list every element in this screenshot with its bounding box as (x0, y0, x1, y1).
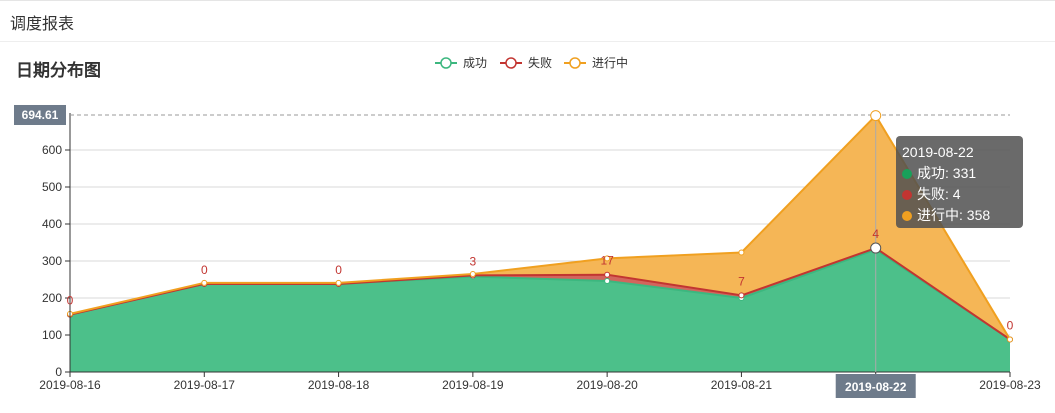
tooltip-row-success: 成功: 331 (902, 163, 1017, 184)
point-running[interactable] (604, 255, 611, 262)
y-tick-label: 600 (42, 143, 62, 157)
legend-label-running[interactable]: 进行中 (592, 55, 628, 70)
tooltip-dot-running (902, 211, 912, 221)
pointer-point-failed (870, 242, 882, 254)
pointer-point-running (870, 110, 882, 122)
tooltip-text-failed: 失败: 4 (917, 186, 961, 202)
tooltip-row-running: 进行中: 358 (902, 205, 1017, 226)
data-label-failed: 7 (738, 274, 745, 288)
point-running[interactable] (469, 270, 476, 277)
y-tick-label: 300 (42, 254, 62, 268)
x-tick-label: 2019-08-23 (979, 378, 1041, 392)
chart-tooltip: 2019-08-22 成功: 331 失败: 4 进行中: 358 (896, 136, 1023, 228)
tooltip-row-failed: 失败: 4 (902, 184, 1017, 205)
point-running[interactable] (1007, 336, 1013, 343)
tooltip-text-success: 成功: 331 (917, 165, 977, 181)
max-marker-badge (14, 104, 66, 125)
page-title: 调度报表 (10, 16, 75, 33)
axis-pointer-label: 2019-08-22 (845, 380, 907, 394)
x-tick-label: 2019-08-20 (576, 378, 638, 392)
max-marker-label: 694.61 (22, 108, 59, 122)
data-label-failed: 4 (872, 227, 879, 241)
y-tick-label: 100 (42, 328, 62, 342)
point-failed[interactable] (604, 271, 611, 278)
data-label-failed: 0 (335, 263, 342, 277)
x-tick-label: 2019-08-19 (442, 378, 504, 392)
y-tick-label: 400 (42, 217, 62, 231)
legend-marker-running[interactable] (569, 57, 581, 69)
line-running (69, 113, 1011, 340)
point-running[interactable] (201, 279, 208, 286)
x-tick-label: 2019-08-21 (711, 378, 773, 392)
point-running[interactable] (738, 249, 745, 256)
legend-marker-success[interactable] (440, 57, 452, 69)
axis-pointer-badge (835, 374, 916, 398)
x-tick-label: 2019-08-17 (174, 378, 236, 392)
tooltip-text-running: 进行中: 358 (917, 207, 991, 223)
data-label-failed: 0 (201, 263, 208, 277)
legend-label-failed[interactable]: 失败 (528, 55, 552, 70)
data-label-failed: 17 (600, 254, 614, 268)
y-tick-label: 500 (42, 180, 62, 194)
x-tick-label: 2019-08-16 (39, 378, 101, 392)
point-running[interactable] (335, 279, 342, 286)
point-failed[interactable] (738, 292, 745, 299)
y-tick-label: 0 (55, 365, 62, 379)
data-label-failed: 3 (470, 254, 477, 268)
legend-label-success[interactable]: 成功 (463, 56, 487, 70)
x-tick-label: 2019-08-18 (308, 378, 370, 392)
tooltip-title: 2019-08-22 (902, 144, 974, 160)
page-header: 调度报表 (0, 0, 1055, 42)
y-tick-label: 200 (42, 291, 62, 305)
point-success[interactable] (604, 277, 611, 284)
area-success (70, 249, 1010, 372)
line-failed (69, 246, 1011, 341)
chart-title: 日期分布图 (16, 61, 101, 80)
tooltip-dot-failed (902, 190, 912, 200)
data-label-failed: 0 (1007, 318, 1014, 332)
data-label-failed: 0 (67, 294, 74, 308)
legend-marker-failed[interactable] (505, 57, 517, 69)
tooltip-dot-success (902, 169, 912, 179)
